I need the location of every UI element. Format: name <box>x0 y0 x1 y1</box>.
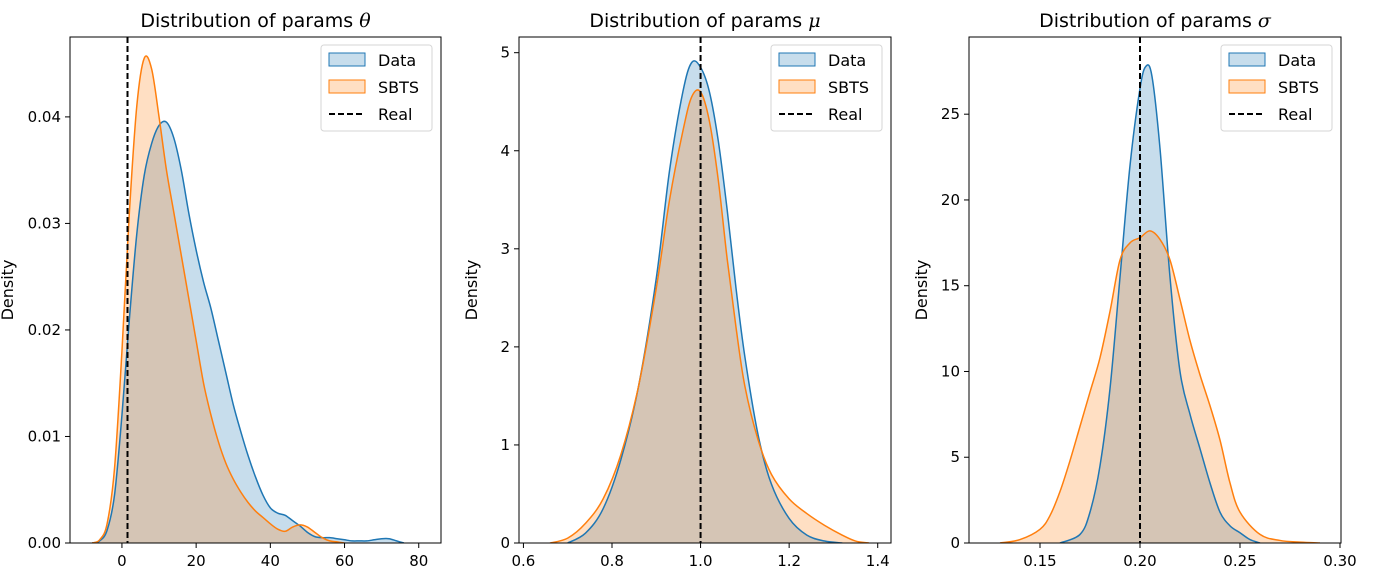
x-tick-label: 1.4 <box>866 552 890 570</box>
legend-label-sbts: SBTS <box>828 78 869 97</box>
legend: Data SBTS Real <box>1220 44 1333 132</box>
legend-swatch-data <box>1228 52 1266 67</box>
legend-swatch-sbts <box>1228 79 1266 94</box>
x-tick-label: 0 <box>117 552 127 570</box>
legend-label-sbts: SBTS <box>378 78 419 97</box>
x-tick-label: 1.0 <box>689 552 713 570</box>
x-tick-label: 0.30 <box>1323 552 1356 570</box>
density-fill-sbts <box>550 89 869 543</box>
legend: Data SBTS Real <box>770 44 883 132</box>
legend-swatch-data <box>328 52 366 67</box>
legend-swatch-sbts <box>778 79 816 94</box>
legend-label-real: Real <box>378 105 413 124</box>
y-tick-label: 10 <box>941 362 960 380</box>
y-tick-label: 0 <box>950 534 960 552</box>
x-tick-label: 0.20 <box>1123 552 1156 570</box>
plot-area <box>999 37 1321 543</box>
x-tick-label: 80 <box>409 552 428 570</box>
y-tick-label: 0 <box>500 534 510 552</box>
legend-label-data: Data <box>378 51 416 70</box>
x-tick-label: 0.8 <box>600 552 624 570</box>
y-tick-label: 5 <box>500 44 510 62</box>
y-tick-label: 15 <box>941 277 960 295</box>
y-axis-label: Density <box>0 260 17 321</box>
y-tick-label: 2 <box>500 338 510 356</box>
chart-title: Distribution of params θ <box>140 10 371 32</box>
y-tick-label: 4 <box>500 142 510 160</box>
x-tick-label: 60 <box>335 552 354 570</box>
density-line-sbts <box>91 55 345 543</box>
axes-frame <box>69 36 442 544</box>
y-tick-label: 20 <box>941 191 960 209</box>
legend-label-sbts: SBTS <box>1278 78 1319 97</box>
chart-panel-3: 0.15 0.20 0.25 0.30 0 5 10 15 20 25 Density Distrib… <box>912 10 1357 570</box>
x-tick-label: 40 <box>261 552 280 570</box>
chart-title: Distribution of params μ <box>589 10 820 32</box>
density-line-data <box>1059 64 1261 543</box>
legend-swatch-sbts <box>328 79 366 94</box>
density-line-sbts <box>999 230 1321 543</box>
y-tick-label: 0.03 <box>28 214 61 232</box>
chart-panel-2: 0.6 0.8 1.0 1.2 1.4 0 1 2 3 4 5 Density Distribution… <box>462 10 892 570</box>
density-line-data <box>92 120 405 543</box>
x-tick-label: 1.2 <box>777 552 801 570</box>
density-fill-sbts <box>92 55 345 543</box>
plot-area <box>91 37 405 543</box>
x-tick-label: 0.25 <box>1223 552 1256 570</box>
y-tick-label: 0.01 <box>28 427 61 445</box>
y-tick-label: 25 <box>941 105 960 123</box>
chart-title: Distribution of params σ <box>1039 10 1272 32</box>
y-tick-label: 1 <box>500 436 510 454</box>
legend-label-real: Real <box>1278 105 1313 124</box>
x-tick-label: 0.6 <box>511 552 535 570</box>
y-tick-label: 0.02 <box>28 321 61 339</box>
axes-frame <box>518 36 892 544</box>
legend: Data SBTS Real <box>320 44 433 132</box>
legend-label-real: Real <box>828 105 863 124</box>
plot-area <box>549 37 869 543</box>
x-tick-label: 0.15 <box>1023 552 1056 570</box>
y-tick-label: 5 <box>950 448 960 466</box>
y-axis-label: Density <box>462 260 481 321</box>
y-axis-label: Density <box>912 260 931 321</box>
density-fill-data <box>567 60 843 543</box>
legend-label-data: Data <box>1278 51 1316 70</box>
density-fill-data <box>92 121 404 543</box>
density-fill-data <box>1060 64 1260 543</box>
axes-frame <box>968 36 1342 544</box>
y-tick-label: 0.04 <box>28 108 61 126</box>
x-tick-label: 20 <box>187 552 206 570</box>
density-fill-sbts <box>1000 230 1320 543</box>
y-tick-label: 0.00 <box>28 534 61 552</box>
y-tick-label: 3 <box>500 240 510 258</box>
legend-label-data: Data <box>828 51 866 70</box>
chart-panel-1: 0 20 40 60 80 0.00 0.01 0.02 0.03 0.04 Density Dist… <box>0 10 442 570</box>
density-line-sbts <box>549 89 869 543</box>
legend-swatch-data <box>778 52 816 67</box>
